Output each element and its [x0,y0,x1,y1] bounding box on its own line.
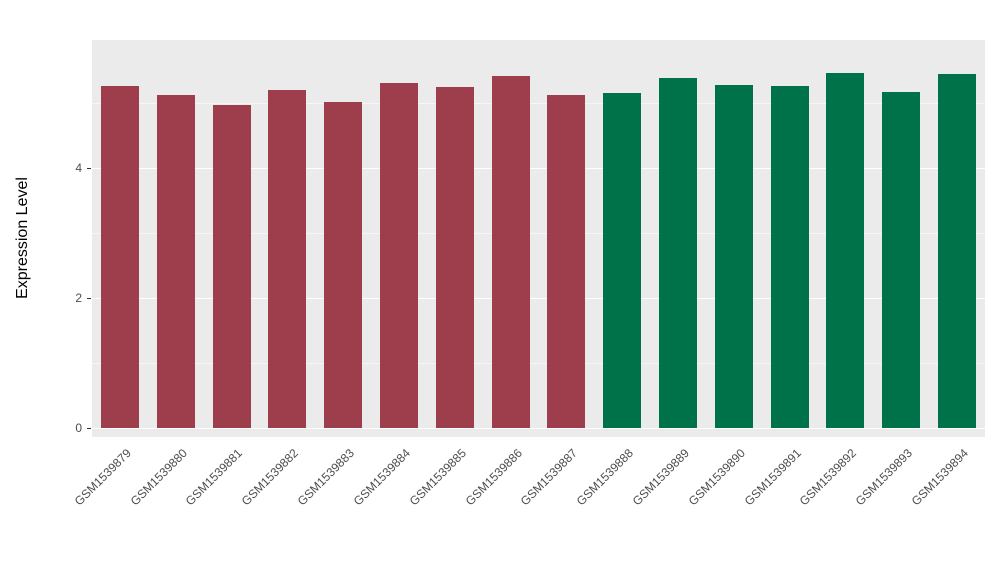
bar-GSM1539887 [547,95,586,428]
x-tick-label: GSM1539892 [797,446,860,509]
bar-GSM1539888 [603,93,642,428]
y-tick-mark [87,298,91,299]
x-tick-label: GSM1539891 [741,446,804,509]
x-tick-label: GSM1539889 [629,446,692,509]
bar-GSM1539889 [659,78,698,428]
bar-GSM1539879 [100,86,139,428]
x-tick-label: GSM1539883 [294,446,358,509]
x-tick-label: GSM1539879 [71,446,134,509]
x-tick-label: GSM1539887 [518,446,581,509]
bar-GSM1539892 [826,73,865,428]
bar-GSM1539891 [770,86,809,428]
x-tick-label: GSM1539880 [127,446,190,509]
gridline-minor [92,363,985,364]
bar-GSM1539893 [882,91,921,428]
x-tick-label: GSM1539881 [183,446,246,509]
y-tick-label: 4 [75,161,82,175]
gridline-major [92,428,985,429]
x-tick-label: GSM1539890 [685,446,748,509]
gridline-minor [92,103,985,104]
x-tick-label: GSM1539885 [406,446,469,509]
x-tick-label: GSM1539882 [238,446,302,509]
bar-GSM1539890 [714,84,753,428]
bar-GSM1539881 [212,104,251,428]
plot-panel [92,40,985,437]
gridline-major [92,168,985,169]
bar-GSM1539880 [156,95,195,428]
x-tick-label: GSM1539884 [350,446,413,509]
y-axis-title-text: Expression Level [14,177,31,299]
y-tick-mark [87,168,91,169]
bar-GSM1539884 [379,82,418,428]
bar-GSM1539894 [938,73,977,428]
x-tick-label: GSM1539886 [462,446,525,509]
gridline-major [92,298,985,299]
y-tick-mark [87,428,91,429]
x-tick-label: GSM1539894 [908,446,971,509]
bar-GSM1539885 [435,86,474,428]
y-tick-label: 0 [75,421,82,435]
x-tick-label: GSM1539888 [573,446,637,509]
y-tick-label: 2 [75,291,82,305]
x-tick-label: GSM1539893 [852,446,916,509]
bar-GSM1539886 [491,75,530,428]
bar-GSM1539883 [324,101,363,428]
gridline-minor [92,233,985,234]
bar-GSM1539882 [268,90,307,428]
